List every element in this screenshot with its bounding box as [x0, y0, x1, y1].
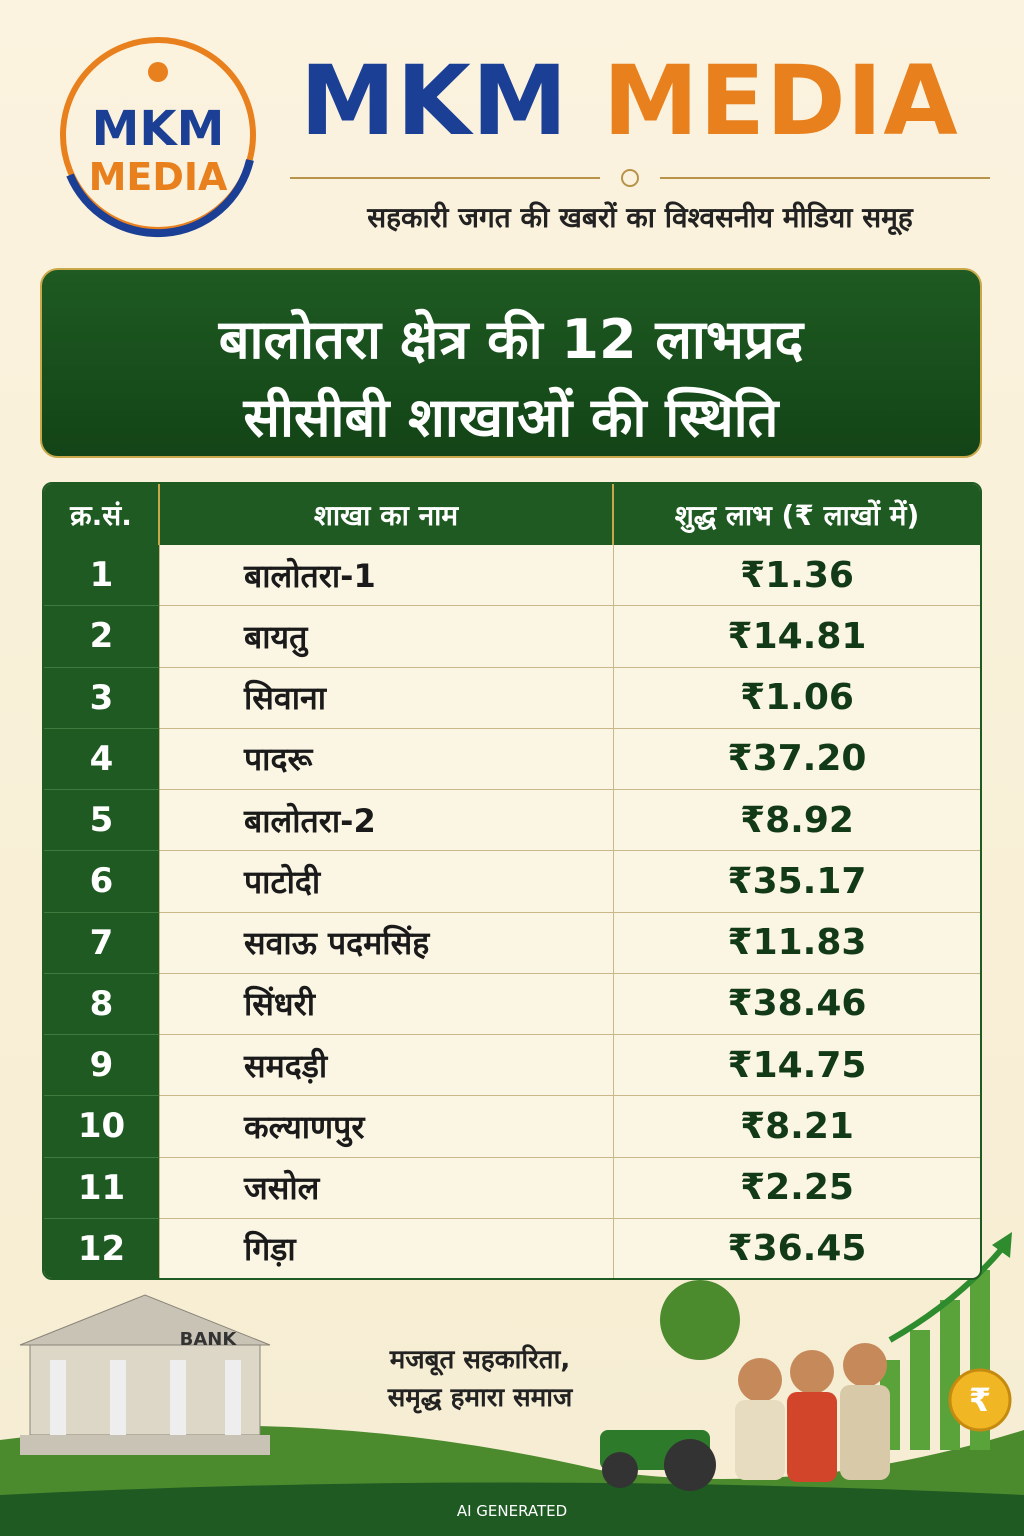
serial: 4	[44, 728, 160, 790]
profit: ₹38.46	[614, 974, 980, 1035]
brand: MKM MEDIA	[300, 45, 959, 157]
serial: 10	[44, 1096, 160, 1158]
profit: ₹1.06	[614, 668, 980, 729]
ornament	[621, 169, 639, 187]
serial: 1	[44, 545, 160, 607]
profit: ₹37.20	[614, 729, 980, 790]
bank-sign: BANK	[180, 1329, 238, 1350]
branch-name: बालोतरा-2	[160, 790, 614, 852]
coin	[948, 1368, 1012, 1432]
header-cell: शाखा का नाम	[160, 484, 614, 545]
brand-first: MKM	[300, 45, 569, 157]
slogan: मजबूत सहकारिता,	[389, 1345, 571, 1375]
serial: 6	[44, 851, 160, 913]
serial: 8	[44, 973, 160, 1035]
branch-name: कल्याणपुर	[160, 1096, 614, 1158]
header-cell: शुद्ध लाभ (₹ लाखों में)	[614, 484, 980, 545]
logo-top: MKM	[92, 101, 225, 157]
branch-name: समदड़ी	[160, 1035, 614, 1097]
coin-symbol: ₹	[969, 1381, 991, 1419]
profit: ₹11.83	[614, 913, 980, 974]
profit: ₹14.81	[614, 606, 980, 668]
profit: ₹14.75	[614, 1035, 980, 1097]
tagline: सहकारी जगत की खबरों का विश्वसनीय मीडिया …	[367, 201, 913, 234]
branch-name: बायतु	[160, 606, 614, 668]
branch-name: जसोल	[160, 1157, 614, 1219]
profit: ₹8.92	[614, 790, 980, 852]
logo-bottom: MEDIA	[89, 155, 228, 199]
ai-note: AI GENERATED	[456, 1502, 568, 1520]
header-cell: क्र.सं.	[44, 484, 160, 545]
profit: ₹1.36	[614, 545, 980, 607]
profit: ₹36.45	[614, 1219, 980, 1278]
table: क्र.सं. शाखा का नाम शुद्ध लाभ (₹ लाखों में…	[42, 482, 982, 1280]
serial: 2	[44, 606, 160, 668]
branch-name: सवाऊ पदमसिंह	[160, 912, 614, 974]
logo-arc	[66, 159, 254, 238]
branch-name: सिवाना	[160, 667, 614, 729]
people	[600, 1280, 890, 1491]
serial: 5	[44, 790, 160, 852]
brand-second: MEDIA	[602, 45, 959, 157]
title-line: बालोतरा क्षेत्र की 12 लाभप्रद	[218, 308, 804, 371]
branch-name: पादरू	[160, 728, 614, 790]
band	[0, 1482, 1024, 1536]
title-box: बालोतरा क्षेत्र की 12 लाभप्रद सीसीबी शाख…	[40, 268, 982, 458]
profit: ₹2.25	[614, 1158, 980, 1219]
branch-name: सिंधरी	[160, 973, 614, 1035]
branch-name: पाटोदी	[160, 851, 614, 913]
title-line: सीसीबी शाखाओं की स्थिति	[243, 386, 779, 449]
serial: 9	[44, 1035, 160, 1097]
logo-figure	[148, 62, 168, 82]
serial: 12	[44, 1218, 160, 1278]
profit: ₹35.17	[614, 851, 980, 913]
serial: 3	[44, 667, 160, 729]
bank: BANK	[19, 1294, 271, 1455]
serial: 11	[44, 1157, 160, 1219]
branch-name: बालोतरा-1	[160, 545, 614, 607]
profit: ₹8.21	[614, 1096, 980, 1158]
branch-name: गिड़ा	[160, 1218, 614, 1278]
serial: 7	[44, 912, 160, 974]
slogan: समृद्ध हमारा समाज	[387, 1383, 573, 1413]
